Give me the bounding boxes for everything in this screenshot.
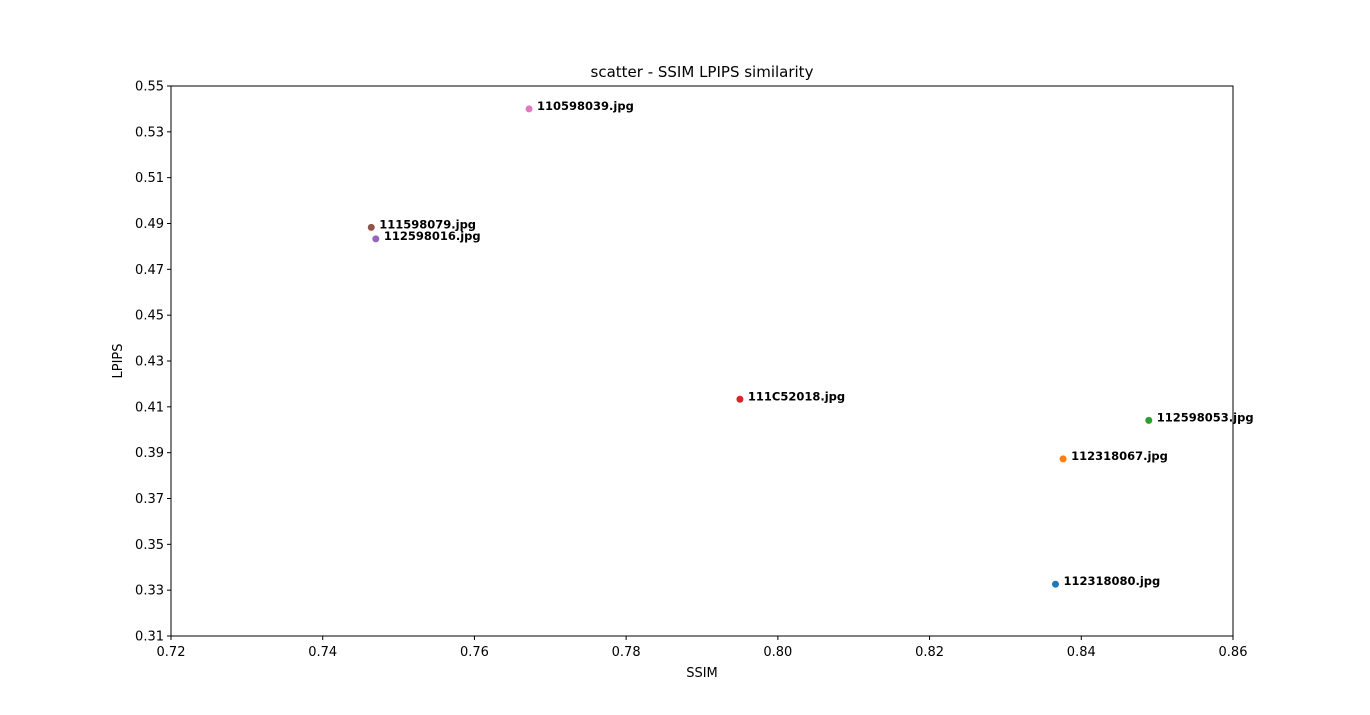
y-tick-label: 0.49 [135,217,164,232]
x-tick-label: 0.82 [915,645,944,660]
y-tick-label: 0.37 [135,492,164,507]
y-tick-label: 0.41 [135,400,164,415]
x-tick-label: 0.80 [763,645,792,660]
x-tick-label: 0.72 [157,645,186,660]
point-label: 110598039.jpg [537,99,634,113]
x-tick-label: 0.74 [308,645,337,660]
y-tick-label: 0.31 [135,630,164,645]
scatter-point [525,105,533,113]
plot-frame [170,85,1234,637]
y-axis-title: LPIPS [111,343,126,378]
point-label: 112318067.jpg [1071,449,1168,463]
y-axis-ticks: 0.31 0.33 0.35 0.37 0.39 0.41 0.43 0.45 0.47 0.49… [135,80,171,645]
scatter-point [1059,455,1067,463]
y-tick-label: 0.39 [135,446,164,461]
x-axis-ticks: 0.72 0.74 0.76 0.78 0.80 0.82 0.84 0.86 [157,636,1248,660]
scatter-point [367,223,375,231]
y-tick-label: 0.43 [135,355,164,370]
point-label: 111598079.jpg [379,217,476,231]
scatter-point [1145,416,1153,424]
y-tick-label: 0.55 [135,80,164,95]
x-tick-label: 0.84 [1067,645,1096,660]
scatter-point [372,235,380,243]
y-tick-label: 0.45 [135,309,164,324]
scatter-point [1051,580,1059,588]
y-tick-label: 0.51 [135,171,164,186]
point-label: 111C52018.jpg [748,389,845,403]
point-label: 112598016.jpg [384,229,481,243]
point-label: 112598053.jpg [1157,410,1254,424]
y-tick-label: 0.33 [135,584,164,599]
x-tick-label: 0.76 [460,645,489,660]
y-tick-label: 0.53 [135,125,164,140]
x-tick-label: 0.86 [1219,645,1248,660]
chart-title: scatter - SSIM LPIPS similarity [591,63,814,81]
x-tick-label: 0.78 [612,645,641,660]
y-tick-label: 0.47 [135,263,164,278]
point-label: 112318080.jpg [1063,574,1160,588]
data-points: 112318080.jpg 112318067.jpg 112598053.jpg 1… [367,99,1254,588]
scatter-point [736,395,744,403]
y-tick-label: 0.35 [135,538,164,553]
x-axis-title: SSIM [686,666,718,681]
